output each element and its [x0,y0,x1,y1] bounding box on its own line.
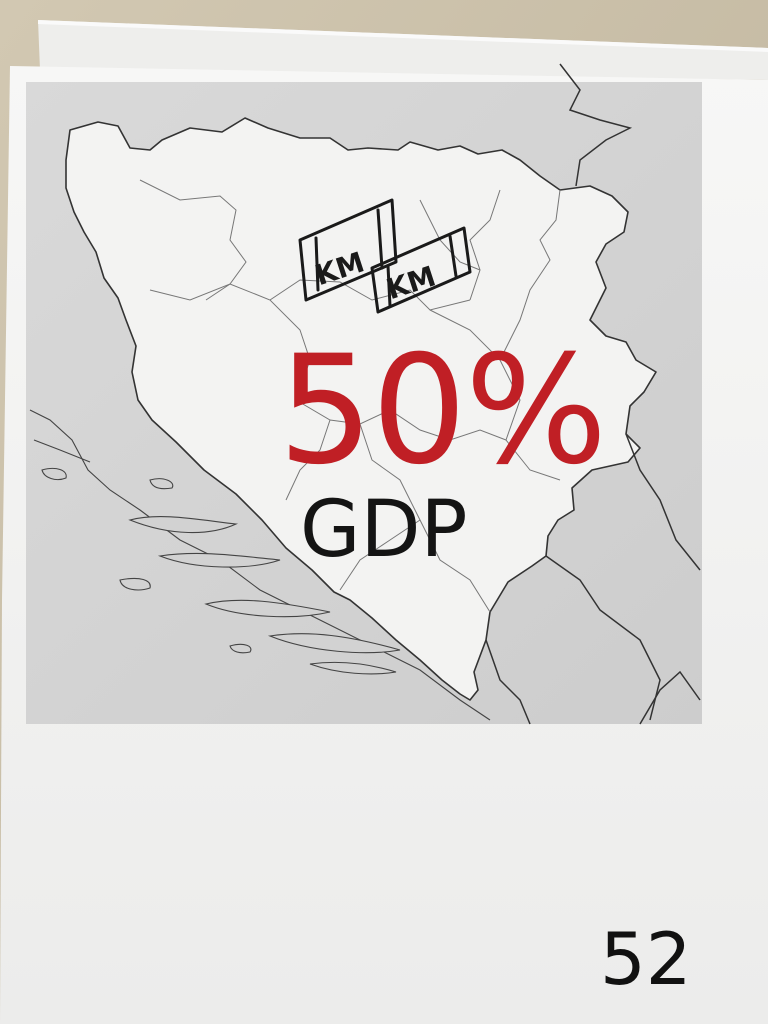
page-number: 52 [600,917,692,1001]
neighbor-borders [485,63,701,725]
back-paper-sheet [38,20,768,80]
banknote-drawing [298,198,472,314]
banknote-right [370,226,472,314]
headline-percent: 50% [278,324,605,498]
adriatic-coastline [29,409,491,721]
gdp-subtitle: GDP [300,485,468,575]
internal-region-borders [139,179,561,613]
banknote-left [298,198,398,302]
back-paper-shadow [38,20,768,52]
